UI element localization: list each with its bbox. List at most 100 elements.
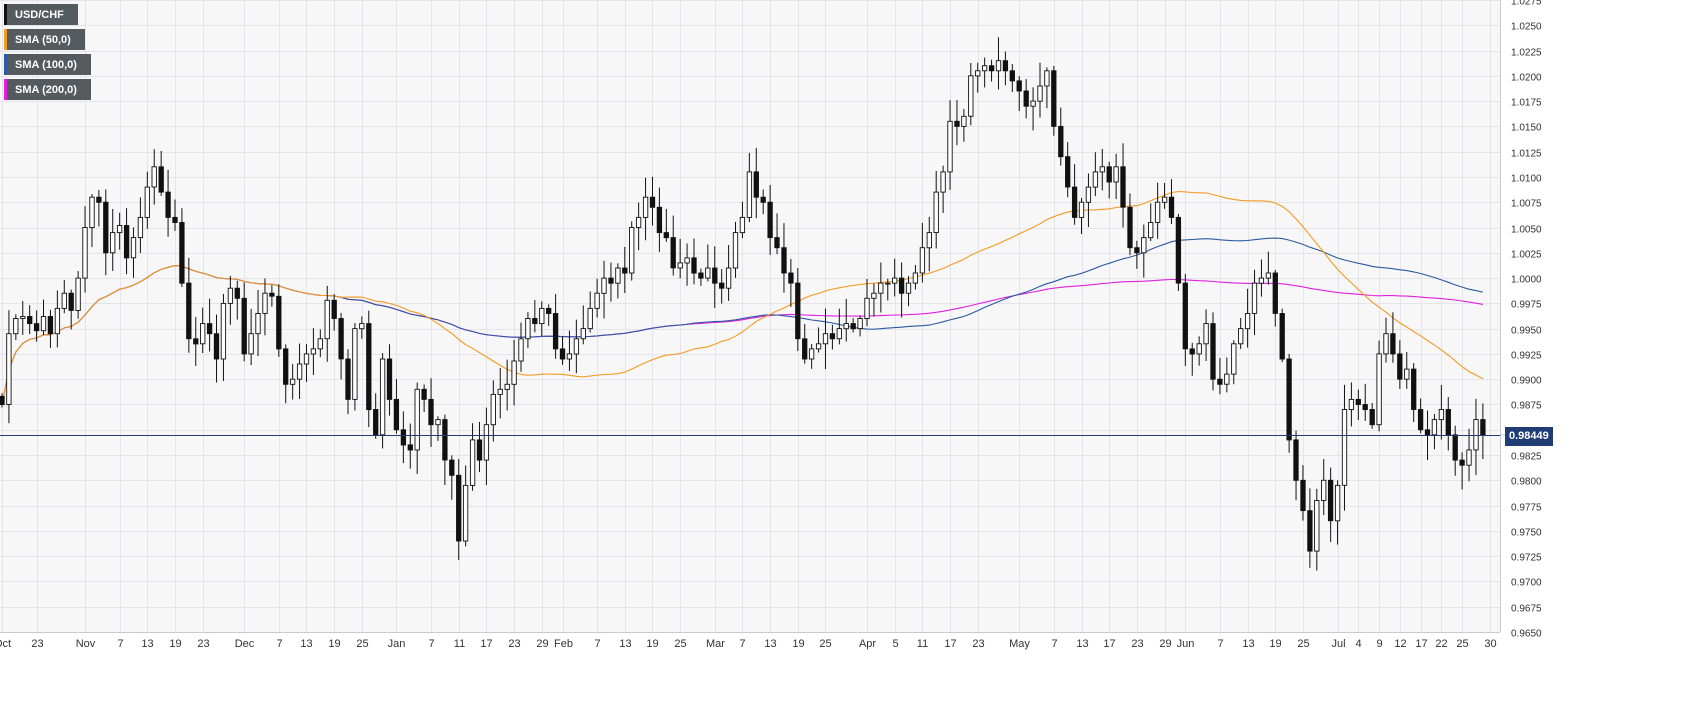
x-tick-label: 13	[1242, 638, 1254, 650]
x-tick-label: Oct	[0, 638, 11, 650]
y-tick-label: 1.0175	[1511, 98, 1542, 109]
candle-body	[47, 316, 54, 335]
y-tick-label: 0.9875	[1511, 401, 1542, 412]
legend-sma50[interactable]: SMA (50,0)	[4, 29, 85, 50]
candle-body	[1224, 373, 1230, 385]
candle-body	[926, 232, 932, 249]
legend-usdchf[interactable]: USD/CHF	[4, 4, 78, 25]
candle-body	[421, 388, 427, 400]
candle-body	[1404, 368, 1410, 380]
candle-body	[566, 353, 573, 360]
candle-body	[573, 338, 580, 355]
candle-body	[234, 287, 240, 299]
candle-body	[400, 429, 407, 446]
x-tick-label: 17	[480, 638, 492, 650]
candle-body	[213, 333, 220, 360]
legend-sma100[interactable]: SMA (100,0)	[4, 54, 91, 75]
candle-body	[746, 171, 753, 218]
candle-body	[546, 307, 552, 314]
candle-body	[324, 299, 330, 340]
candle-body	[490, 393, 496, 426]
candle-body	[462, 484, 469, 542]
x-tick-label: Jan	[388, 638, 406, 650]
candle-body	[1078, 201, 1085, 218]
y-tick-label: 1.0225	[1511, 48, 1542, 59]
candle-body	[27, 316, 33, 325]
x-tick-label: Mar	[706, 638, 725, 650]
candle-body	[96, 196, 102, 203]
candle-body	[366, 323, 372, 411]
candle-body	[1251, 282, 1258, 314]
candle-body	[1341, 409, 1348, 486]
candle-body	[68, 292, 74, 311]
candle-body	[317, 338, 323, 350]
candle-body	[511, 360, 517, 385]
legend-label-sma50: SMA (50,0)	[15, 33, 71, 46]
x-tick-label: 22	[1435, 638, 1447, 650]
chart-legend: USD/CHF SMA (50,0) SMA (100,0) SMA (200,…	[4, 4, 91, 104]
candle-body	[1071, 186, 1078, 218]
candle-body	[359, 323, 365, 330]
legend-swatch-usdchf	[4, 4, 7, 25]
candle-body	[89, 196, 95, 228]
x-tick-label: 13	[1076, 638, 1088, 650]
candle-body	[705, 267, 711, 279]
candle-body	[739, 216, 746, 234]
x-tick-label: 29	[536, 638, 548, 650]
candle-body	[165, 191, 171, 218]
y-tick-label: 0.9750	[1511, 528, 1542, 539]
candle-body	[1113, 166, 1119, 183]
candle-body	[864, 297, 870, 319]
candle-body	[151, 166, 157, 188]
last-price-badge: 0.98449	[1505, 426, 1553, 446]
candle-body	[6, 333, 12, 405]
x-tick-label: 13	[619, 638, 631, 650]
y-tick-label: 0.9775	[1511, 503, 1542, 514]
y-tick-label: 1.0275	[1511, 0, 1542, 8]
candle-body	[1037, 85, 1043, 102]
candle-body	[947, 120, 953, 173]
candle-body	[289, 378, 296, 385]
y-tick-label: 1.0050	[1511, 225, 1542, 236]
candle-body	[642, 196, 649, 218]
candle-body	[1383, 333, 1389, 355]
legend-swatch-sma200	[4, 79, 7, 100]
x-tick-label: 7	[1217, 638, 1223, 650]
candle-body	[1445, 409, 1451, 436]
y-tick-label: 0.9975	[1511, 300, 1542, 311]
candle-body	[1120, 166, 1126, 208]
candle-body	[442, 419, 448, 461]
legend-sma200[interactable]: SMA (200,0)	[4, 79, 91, 100]
y-tick-label: 1.0075	[1511, 199, 1542, 210]
candle-body	[995, 60, 1002, 72]
candle-body	[33, 323, 40, 332]
candle-body	[20, 316, 26, 319]
candle-body	[905, 282, 912, 294]
candle-body	[1452, 434, 1458, 461]
candle-body	[1397, 353, 1403, 380]
candle-body	[788, 272, 794, 284]
candle-body	[1051, 70, 1057, 127]
candle-body	[1348, 398, 1355, 410]
candle-body	[919, 247, 926, 274]
candle-body	[698, 272, 704, 279]
candle-body	[587, 307, 593, 330]
x-tick-label: 7	[276, 638, 282, 650]
x-tick-label: 23	[197, 638, 209, 650]
candle-body	[539, 307, 545, 325]
candle-body	[144, 186, 150, 218]
candle-body	[767, 201, 773, 239]
candle-body	[1272, 272, 1278, 314]
x-tick-label: 25	[356, 638, 368, 650]
candle-body	[483, 424, 490, 461]
candle-body	[1030, 100, 1036, 107]
candle-body	[469, 439, 476, 486]
candle-body	[75, 277, 81, 311]
candle-body	[110, 232, 116, 254]
candle-body	[497, 388, 503, 395]
x-tick-label: Apr	[859, 638, 876, 650]
candle-body	[933, 191, 939, 233]
candle-body	[1148, 222, 1154, 239]
